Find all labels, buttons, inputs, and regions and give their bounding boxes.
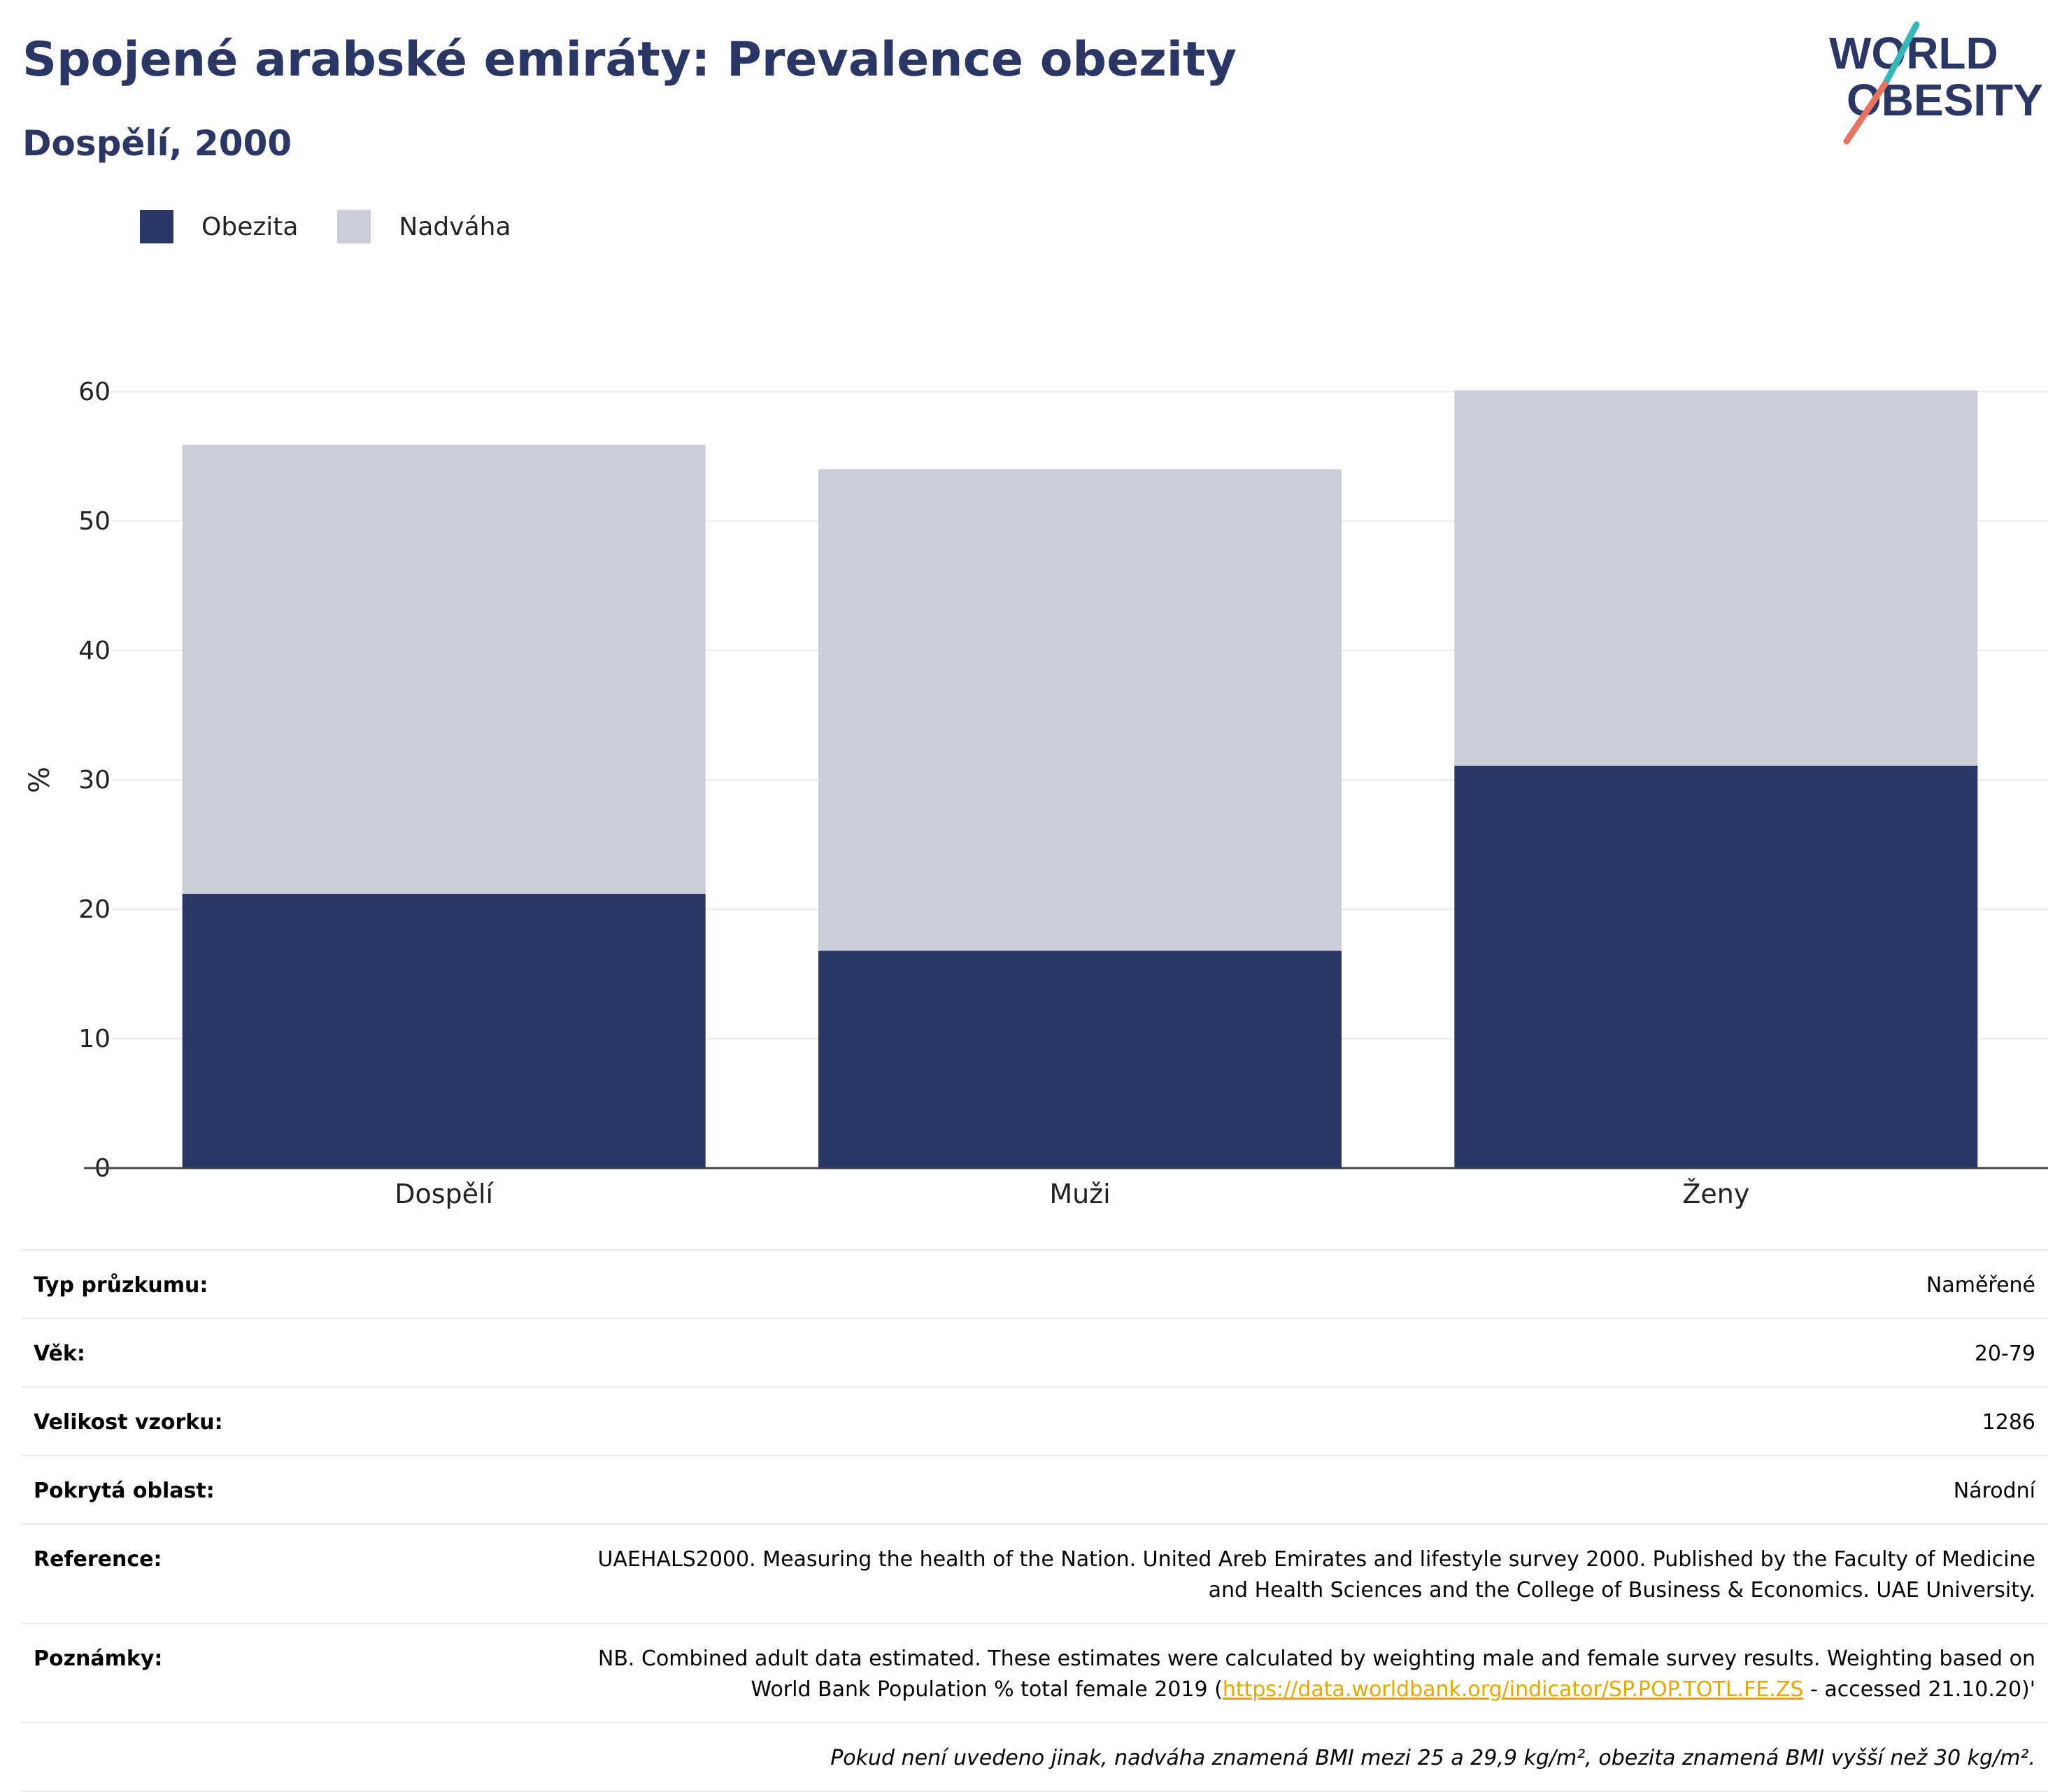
y-tick-label: 50	[78, 507, 111, 536]
y-axis-label: %	[24, 767, 56, 793]
survey-info-table: Typ průzkumu: Naměřené Věk: 20-79 Veliko…	[21, 1249, 2048, 1792]
logo-text-obesity: OBESITY	[1847, 75, 2043, 125]
x-tick-label: Muži	[1049, 1179, 1110, 1209]
chart-subtitle: Dospělí, 2000	[22, 123, 292, 164]
info-row-age: Věk: 20-79	[21, 1319, 2048, 1388]
info-row-reference: Reference: UAEHALS2000. Measuring the he…	[21, 1525, 2048, 1624]
legend-swatch-overweight	[337, 210, 371, 243]
legend-item-overweight[interactable]: Nadváha	[337, 210, 511, 243]
notes-text-after: - accessed 21.10.20)'	[1803, 1677, 2035, 1702]
notes-text-before: NB. Combined adult data estimated. These…	[597, 1647, 2035, 1702]
info-value: Naměřené	[1926, 1273, 2035, 1297]
info-row-survey-type: Typ průzkumu: Naměřené	[21, 1251, 2048, 1319]
chart-title: Spojené arabské emiráty: Prevalence obez…	[22, 32, 1237, 87]
y-tick-label: 10	[78, 1025, 111, 1053]
info-value: 1286	[1982, 1410, 2035, 1435]
legend-swatch-obesity	[140, 210, 173, 243]
logo-slash-coral	[1843, 80, 1889, 145]
legend-label-obesity: Obezita	[201, 212, 299, 241]
logo-slash-teal	[1882, 21, 1920, 87]
info-value: Národní	[1953, 1479, 2035, 1503]
info-value: NB. Combined adult data estimated. These…	[595, 1644, 2035, 1705]
y-tick-label: 30	[78, 766, 111, 795]
world-obesity-logo: WORLD OBESITY	[1829, 21, 2043, 145]
info-value: 20-79	[1974, 1342, 2035, 1366]
info-row-footnote: Pokud není uvedeno jinak, nadváha znamen…	[21, 1723, 2048, 1792]
info-row-sample-size: Velikost vzorku: 1286	[21, 1388, 2048, 1456]
info-label: Pokrytá oblast:	[34, 1479, 215, 1503]
footnote: Pokud není uvedeno jinak, nadváha znamen…	[830, 1746, 2035, 1770]
info-value: UAEHALS2000. Measuring the health of the…	[597, 1547, 2036, 1602]
info-label: Typ průzkumu:	[34, 1273, 208, 1297]
worldbank-link[interactable]: https://data.worldbank.org/indicator/SP.…	[1222, 1677, 1804, 1702]
bar-overweight-1	[818, 469, 1342, 951]
info-label: Věk:	[34, 1342, 85, 1366]
info-row-notes: Poznámky: NB. Combined adult data estima…	[21, 1624, 2048, 1723]
y-tick-label: 40	[78, 637, 111, 665]
x-tick-label: Dospělí	[394, 1179, 494, 1209]
info-label: Velikost vzorku:	[34, 1410, 223, 1435]
y-tick-label: 60	[78, 378, 111, 406]
info-label: Poznámky:	[34, 1647, 163, 1671]
info-row-area-covered: Pokrytá oblast: Národní	[21, 1456, 2048, 1525]
x-tick-label: Ženy	[1682, 1179, 1749, 1209]
bar-overweight-2	[1454, 390, 1978, 766]
bar-overweight-0	[182, 444, 706, 894]
bar-obesity-1	[818, 951, 1342, 1168]
bar-obesity-2	[1454, 765, 1978, 1168]
bar-obesity-0	[182, 893, 706, 1168]
info-label: Reference:	[34, 1547, 162, 1572]
y-tick-label: 20	[78, 895, 111, 924]
legend-item-obesity[interactable]: Obezita	[140, 210, 298, 243]
chart-legend: Obezita Nadváha	[140, 207, 550, 246]
legend-label-overweight: Nadváha	[399, 212, 511, 241]
